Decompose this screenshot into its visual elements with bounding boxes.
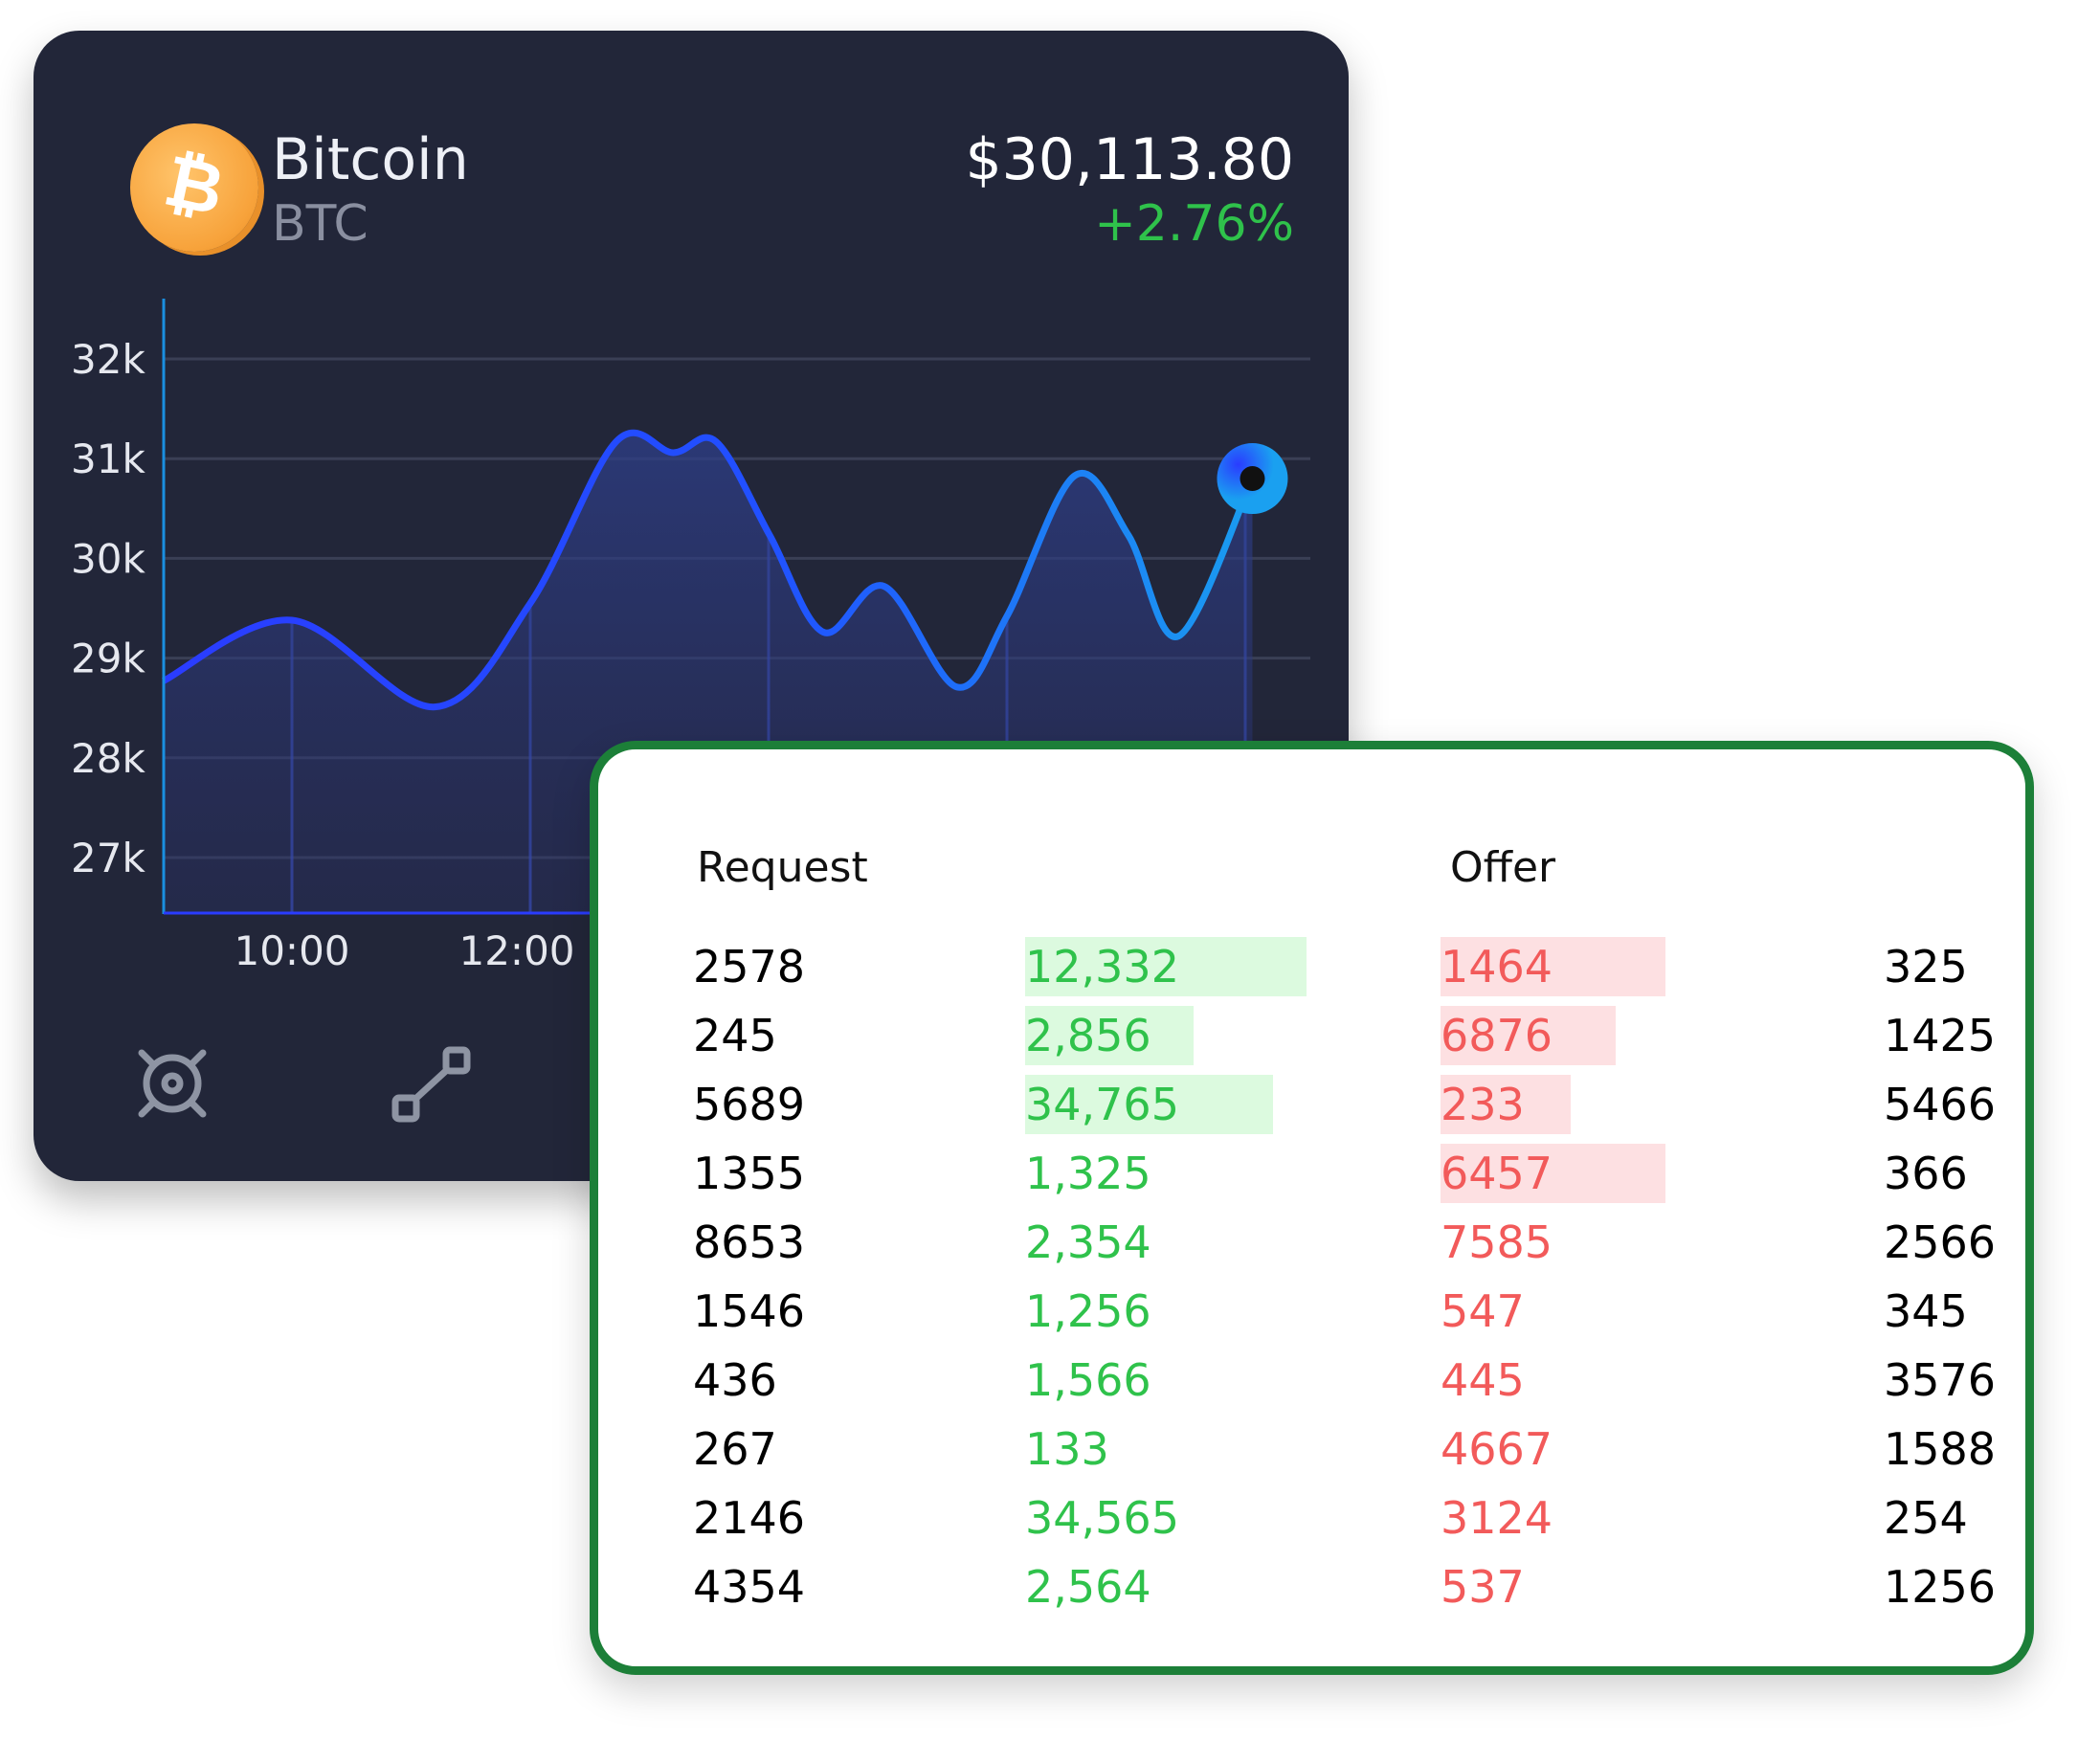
offer-depth-bar <box>1441 1006 1617 1065</box>
order-row: 267 133 4667 1588 <box>598 1419 2025 1479</box>
x-tick-label: 12:00 <box>458 927 574 974</box>
request-volume: 1,566 <box>1025 1354 1151 1406</box>
request-header: Request <box>697 843 868 892</box>
bitcoin-logo: ₿ <box>130 123 258 252</box>
order-book-panel: Request Offer 2578 12,332 1464 325 245 2,… <box>590 741 2034 1675</box>
offer-volume: 5466 <box>1884 1079 1997 1130</box>
request-price: 5689 <box>693 1079 806 1130</box>
request-volume: 2,564 <box>1025 1561 1151 1613</box>
offer-price: 445 <box>1441 1354 1525 1406</box>
offer-price: 547 <box>1441 1285 1525 1337</box>
order-row: 8653 2,354 7585 2566 <box>598 1213 2025 1272</box>
request-price: 267 <box>693 1423 777 1475</box>
request-price: 4354 <box>693 1561 806 1613</box>
offer-header: Offer <box>1450 843 1556 892</box>
y-tick-label: 29k <box>71 636 145 682</box>
request-price: 2578 <box>693 941 806 993</box>
request-price: 436 <box>693 1354 777 1406</box>
offer-price: 6457 <box>1441 1148 1553 1199</box>
order-row: 436 1,566 445 3576 <box>598 1350 2025 1410</box>
offer-depth-bar <box>1441 1144 1665 1203</box>
request-volume: 2,354 <box>1025 1216 1151 1268</box>
price-line <box>161 429 1256 711</box>
offer-price: 6876 <box>1441 1010 1553 1061</box>
offer-price: 4667 <box>1441 1423 1553 1475</box>
offer-volume: 325 <box>1884 941 1968 993</box>
x-tick-label: 10:00 <box>234 927 349 974</box>
order-row: 2578 12,332 1464 325 <box>598 937 2025 996</box>
y-tick-label: 30k <box>71 535 145 582</box>
coin-name: Bitcoin <box>272 126 469 193</box>
offer-depth-bar <box>1441 937 1665 996</box>
y-tick-label: 31k <box>71 435 145 482</box>
request-volume: 12,332 <box>1025 941 1179 993</box>
offer-volume: 1588 <box>1884 1423 1997 1475</box>
y-tick-label: 27k <box>71 835 145 881</box>
request-volume: 34,765 <box>1025 1079 1179 1130</box>
current-price-marker-center <box>1240 466 1265 492</box>
request-volume: 2,856 <box>1025 1010 1151 1061</box>
offer-volume: 2566 <box>1884 1216 1997 1268</box>
coin-price: $30,113.80 <box>965 126 1294 193</box>
request-volume: 1,325 <box>1025 1148 1151 1199</box>
offer-volume: 366 <box>1884 1148 1968 1199</box>
price-change: +2.76% <box>1094 195 1294 253</box>
order-row: 245 2,856 6876 1425 <box>598 1006 2025 1065</box>
offer-price: 537 <box>1441 1561 1525 1613</box>
offer-volume: 1256 <box>1884 1561 1997 1613</box>
link-nodes-icon[interactable] <box>391 1043 473 1126</box>
offer-volume: 3576 <box>1884 1354 1997 1406</box>
y-tick-label: 28k <box>71 735 145 782</box>
order-row: 5689 34,765 233 5466 <box>598 1075 2025 1134</box>
request-depth-bar <box>1025 1075 1273 1134</box>
offer-price: 7585 <box>1441 1216 1553 1268</box>
order-row: 4354 2,564 537 1256 <box>598 1557 2025 1617</box>
coin-symbol: BTC <box>272 195 369 253</box>
request-volume: 1,256 <box>1025 1285 1151 1337</box>
request-volume: 34,565 <box>1025 1492 1179 1544</box>
request-price: 8653 <box>693 1216 806 1268</box>
offer-volume: 1425 <box>1884 1010 1997 1061</box>
order-row: 1355 1,325 6457 366 <box>598 1144 2025 1203</box>
order-row: 1546 1,256 547 345 <box>598 1282 2025 1341</box>
request-price: 2146 <box>693 1492 806 1544</box>
request-depth-bar <box>1025 1006 1195 1065</box>
offer-depth-bar <box>1441 1075 1572 1134</box>
offer-price: 3124 <box>1441 1492 1553 1544</box>
request-price: 1546 <box>693 1285 806 1337</box>
target-icon[interactable] <box>134 1045 211 1122</box>
y-tick-label: 32k <box>71 336 145 383</box>
request-price: 1355 <box>693 1148 806 1199</box>
request-depth-bar <box>1025 937 1307 996</box>
order-row: 2146 34,565 3124 254 <box>598 1488 2025 1548</box>
offer-volume: 345 <box>1884 1285 1968 1337</box>
request-volume: 133 <box>1025 1423 1109 1475</box>
offer-volume: 254 <box>1884 1492 1968 1544</box>
offer-price: 1464 <box>1441 941 1553 993</box>
request-price: 245 <box>693 1010 777 1061</box>
offer-price: 233 <box>1441 1079 1525 1130</box>
